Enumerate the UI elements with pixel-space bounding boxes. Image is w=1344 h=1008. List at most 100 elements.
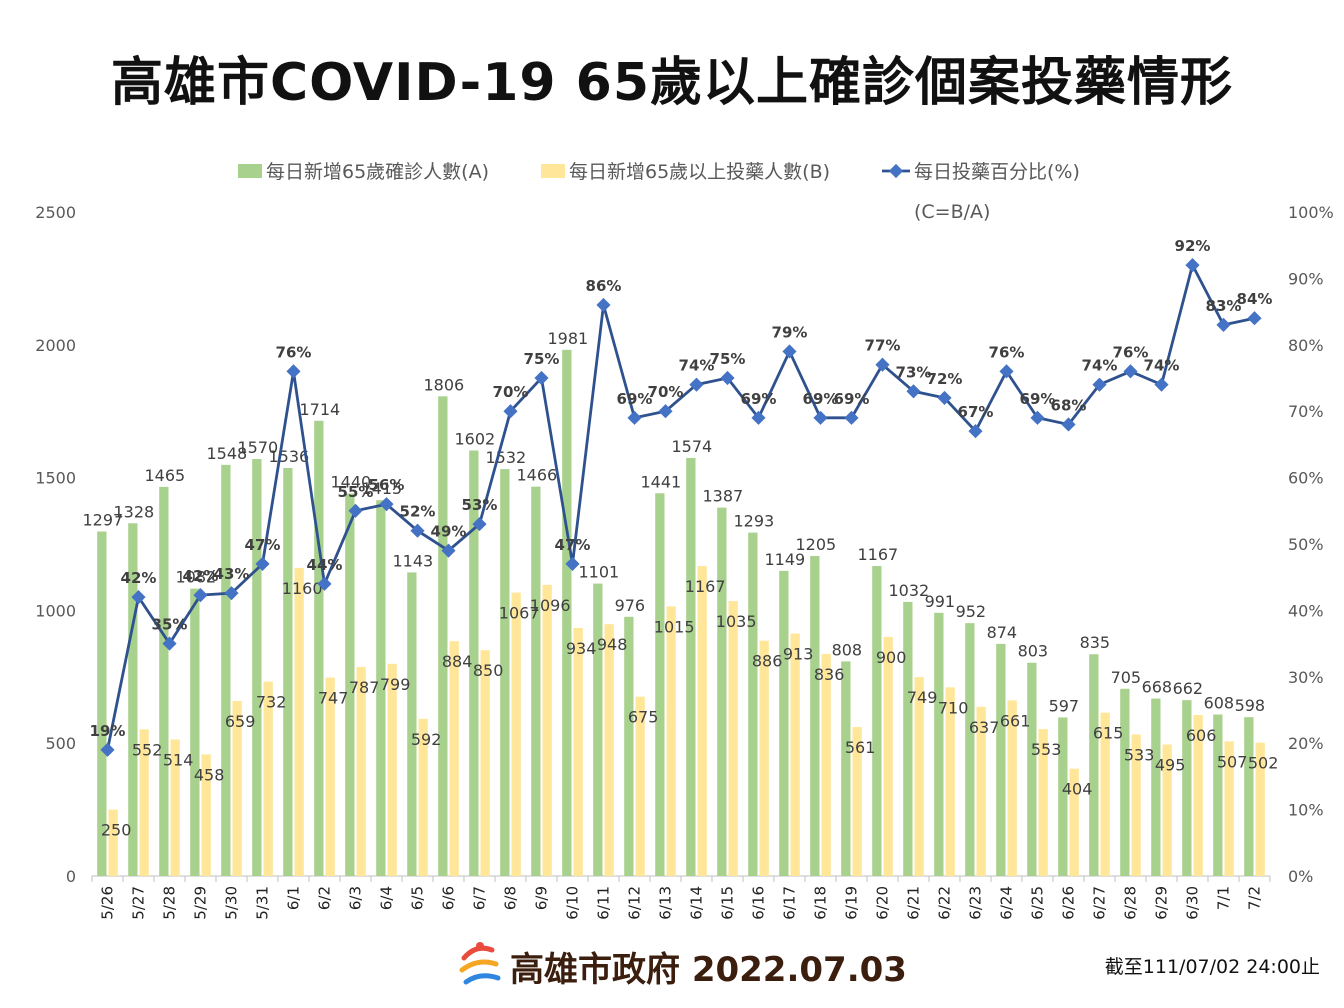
- footer-cutoff-note: 截至111/07/02 24:00止: [1104, 956, 1320, 978]
- line-marker: [410, 523, 425, 538]
- chart-title: 高雄市COVID-19 65歲以上確診個案投藥情形: [110, 53, 1234, 113]
- data-label-percent: 67%: [958, 403, 994, 421]
- y-left-tick-label: 0: [66, 867, 76, 886]
- data-label-series-b: 732: [256, 693, 287, 712]
- x-tick-label: 6/5: [409, 886, 427, 910]
- bar-series-b: [449, 641, 459, 876]
- x-tick-label: 6/29: [1153, 886, 1171, 920]
- bar-series-b: [139, 729, 149, 876]
- y-right-tick-label: 40%: [1288, 601, 1324, 620]
- data-label-series-b: 615: [1093, 724, 1124, 743]
- data-label-series-b: 1167: [685, 577, 726, 596]
- x-tick-label: 6/21: [905, 886, 923, 920]
- data-label-series-b: 934: [566, 639, 597, 658]
- bar-series-b: [883, 636, 893, 876]
- data-label-series-b: 606: [1186, 726, 1217, 745]
- data-label-percent: 92%: [1175, 237, 1211, 255]
- bar-series-a: [252, 459, 262, 876]
- data-label-series-a: 808: [832, 640, 863, 659]
- data-label-series-a: 1570: [237, 438, 278, 457]
- x-tick-label: 6/11: [595, 886, 613, 920]
- x-tick-label: 6/6: [440, 886, 458, 910]
- x-tick-label: 6/12: [626, 886, 644, 920]
- data-label-series-a: 608: [1204, 694, 1235, 713]
- bar-series-a: [407, 572, 417, 876]
- data-label-series-a: 952: [956, 602, 987, 621]
- bar-series-a: [1182, 700, 1192, 876]
- data-label-series-a: 1293: [733, 512, 774, 531]
- data-label-percent: 76%: [989, 343, 1025, 361]
- data-label-series-b: 1035: [716, 612, 757, 631]
- data-label-percent: 70%: [493, 383, 529, 401]
- bar-series-a: [376, 500, 386, 876]
- x-tick-label: 6/1: [285, 886, 303, 910]
- y-right-tick-label: 10%: [1288, 801, 1324, 820]
- bar-series-a: [872, 566, 882, 876]
- data-label-percent: 69%: [617, 390, 653, 408]
- bar-series-a: [1058, 717, 1068, 876]
- bar-series-b: [263, 681, 273, 876]
- bar-series-b: [1131, 734, 1141, 876]
- data-label-series-b: 675: [628, 708, 659, 727]
- data-label-series-a: 1205: [795, 535, 836, 554]
- y-right-tick-label: 90%: [1288, 269, 1324, 288]
- data-label-series-b: 886: [752, 652, 783, 671]
- data-label-percent: 47%: [245, 536, 281, 554]
- data-label-series-b: 749: [907, 688, 938, 707]
- x-tick-label: 6/4: [378, 886, 396, 910]
- bar-series-a: [500, 469, 510, 876]
- x-tick-label: 6/30: [1184, 886, 1202, 920]
- bar-series-b: [573, 627, 583, 876]
- data-label-series-b: 1160: [282, 579, 323, 598]
- x-tick-label: 6/18: [812, 886, 830, 920]
- bar-series-a: [283, 468, 293, 876]
- legend-swatch-marker: [888, 163, 904, 179]
- data-label-series-a: 668: [1142, 678, 1173, 697]
- data-label-series-a: 705: [1111, 668, 1142, 687]
- line-marker: [658, 404, 673, 419]
- data-label-percent: 75%: [524, 350, 560, 368]
- line-marker: [162, 636, 177, 651]
- data-label-series-b: 1067: [499, 604, 540, 623]
- data-label-series-a: 1101: [578, 563, 619, 582]
- x-tick-label: 6/2: [316, 886, 334, 910]
- line-marker: [844, 410, 859, 425]
- x-tick-label: 7/2: [1246, 886, 1264, 910]
- data-label-series-b: 661: [1000, 711, 1031, 730]
- data-label-series-a: 1466: [516, 466, 557, 485]
- bar-series-b: [759, 640, 769, 876]
- data-label-series-b: 799: [380, 675, 411, 694]
- bar-series-b: [387, 663, 397, 876]
- data-label-series-b: 458: [194, 765, 225, 784]
- data-label-series-a: 1297: [82, 511, 123, 530]
- bar-series-a: [903, 601, 913, 876]
- y-right-tick-label: 20%: [1288, 734, 1324, 753]
- bar-series-b: [1038, 729, 1048, 876]
- line-marker: [379, 497, 394, 512]
- bar-series-a: [438, 396, 448, 876]
- data-label-series-b: 637: [969, 718, 1000, 737]
- data-label-percent: 76%: [1113, 343, 1149, 361]
- x-tick-label: 6/26: [1060, 886, 1078, 920]
- line-marker: [348, 503, 363, 518]
- bar-series-a: [624, 616, 634, 876]
- line-marker: [751, 410, 766, 425]
- bar-series-a: [1089, 654, 1099, 876]
- line-marker: [875, 357, 890, 372]
- data-label-series-a: 1149: [764, 550, 805, 569]
- line-marker: [906, 384, 921, 399]
- y-right-tick-label: 100%: [1288, 203, 1334, 222]
- bar-series-b: [1162, 744, 1172, 876]
- y-left-tick-label: 1000: [35, 601, 76, 620]
- line-marker: [1247, 311, 1262, 326]
- data-label-percent: 42%: [183, 567, 219, 585]
- x-tick-label: 6/20: [874, 886, 892, 920]
- x-tick-label: 5/29: [192, 886, 210, 920]
- data-label-series-a: 1032: [888, 581, 929, 600]
- data-label-percent: 53%: [462, 496, 498, 514]
- bar-series-b: [635, 696, 645, 876]
- bar-series-a: [128, 523, 138, 876]
- line-marker: [1092, 377, 1107, 392]
